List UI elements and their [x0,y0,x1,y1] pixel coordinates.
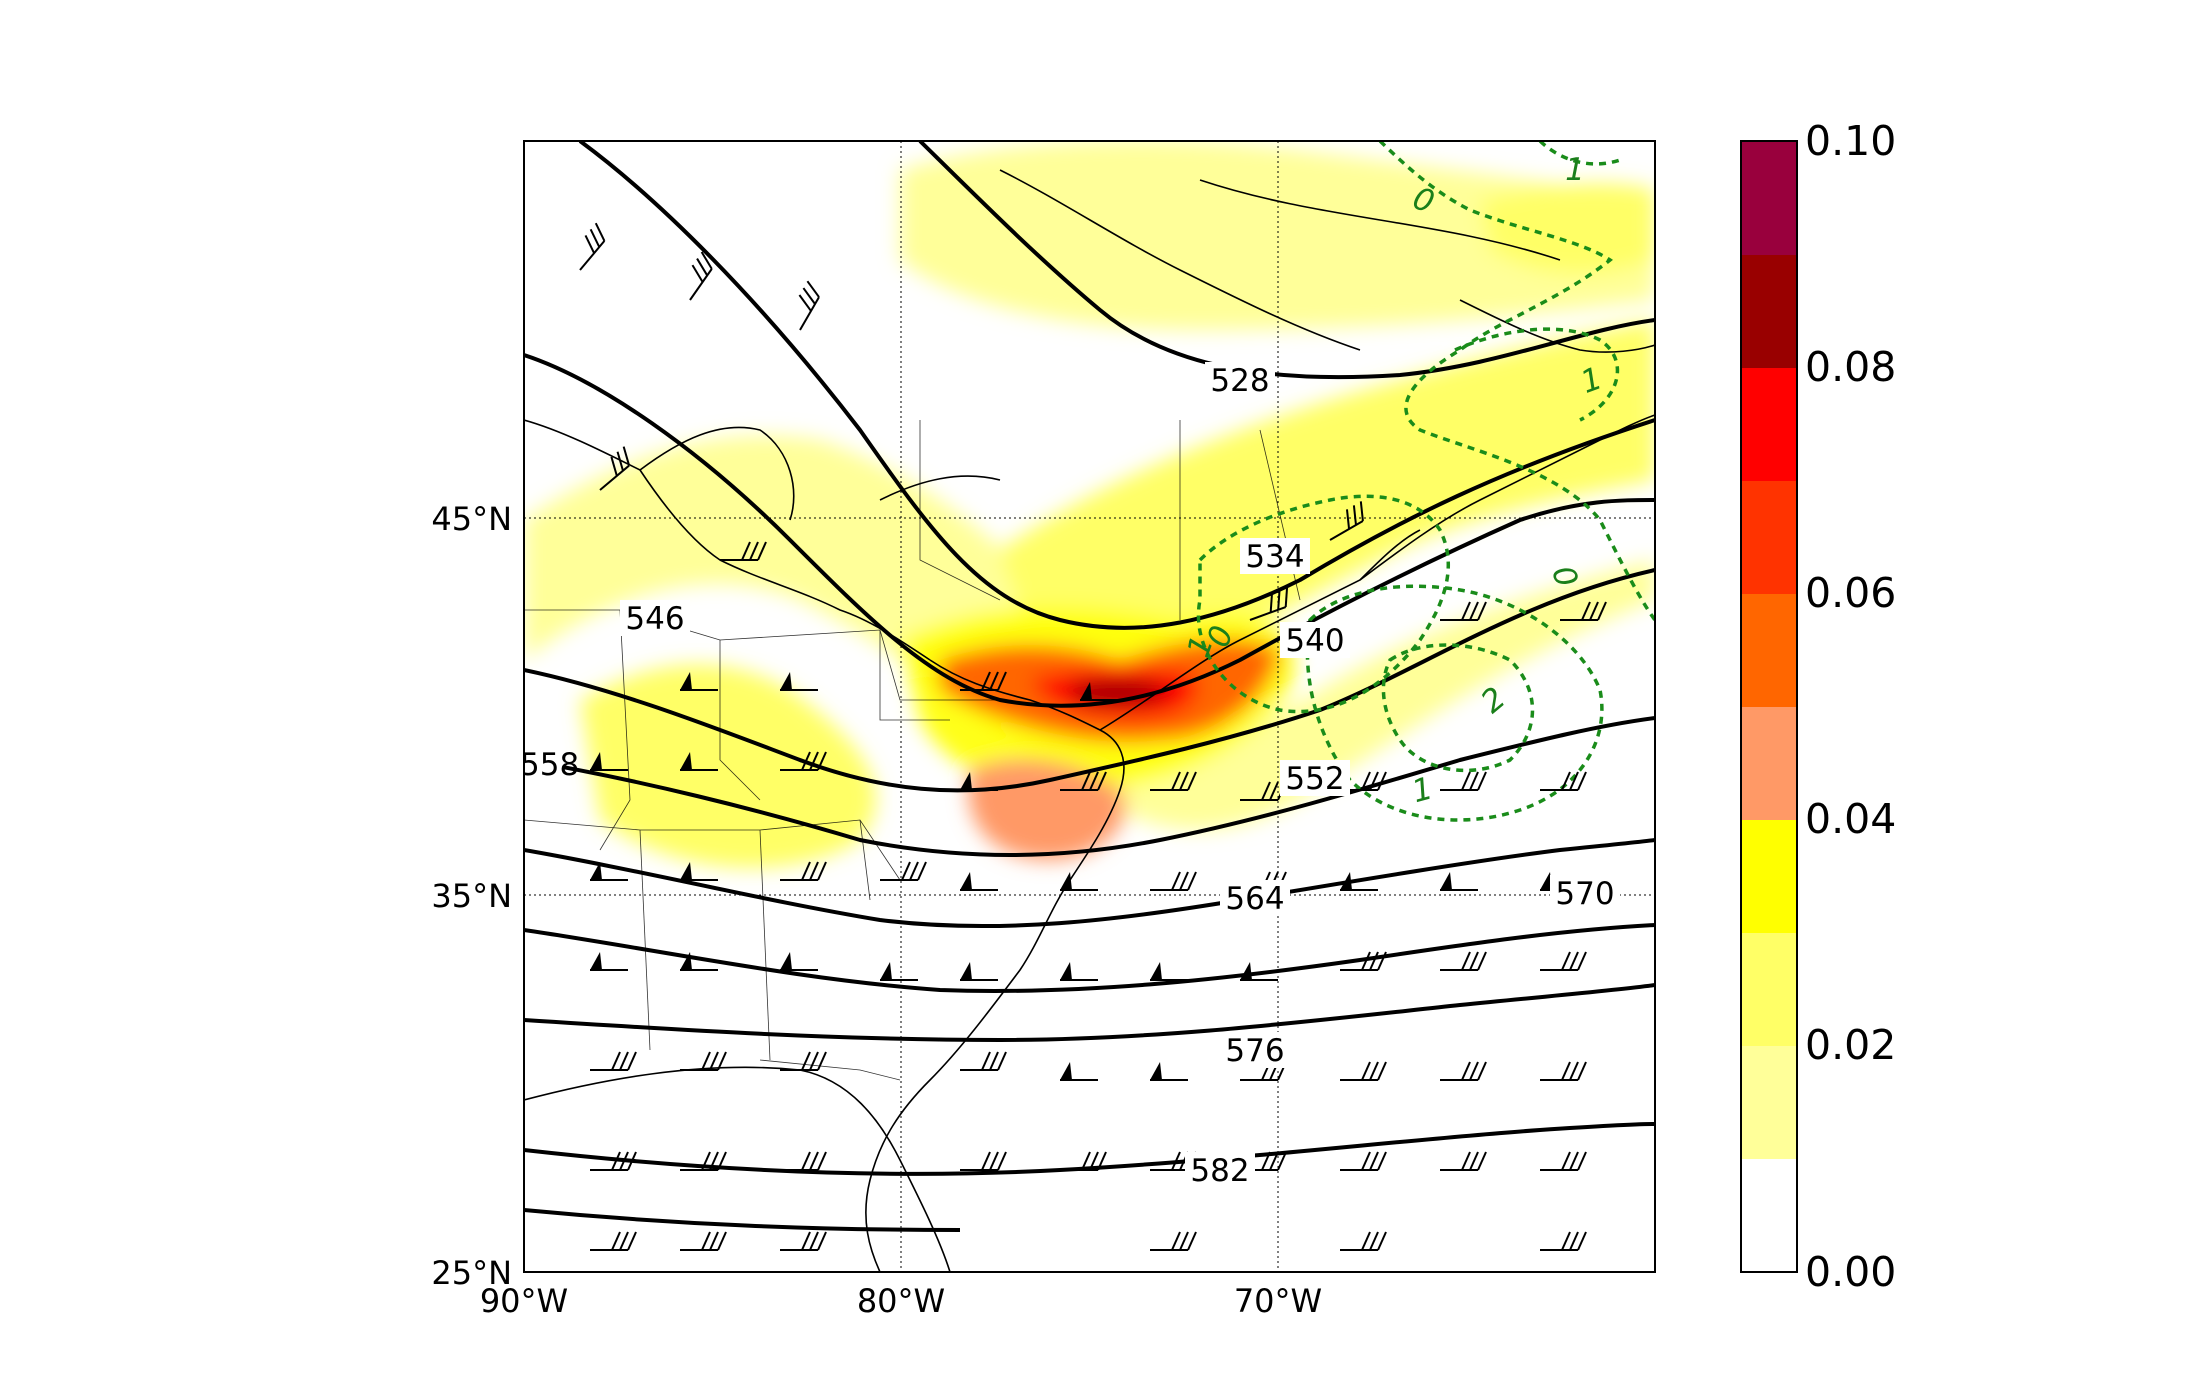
wind-barb-icon [1059,961,1099,981]
colorbar-segment [1741,594,1797,707]
wind-barb-icon [1149,1061,1189,1081]
contour-label: 1 [1408,770,1436,810]
wind-barb-icon [1059,1151,1107,1171]
contour-label: 2 [1474,680,1512,720]
wind-barb-icon [959,871,999,891]
wind-barb-icon [779,1051,827,1071]
wind-barb-icon [1439,1061,1487,1081]
colorbar-tick-label: 0.04 [1805,795,1896,843]
wind-barb-icon [1339,1061,1387,1081]
colorbar-tick-label: 0.00 [1805,1248,1896,1296]
colorbar-segment [1741,820,1797,933]
contour-label: 534 [1245,539,1304,575]
colorbar-segment [1741,141,1797,255]
wind-barb-icon [679,1231,727,1251]
wind-barb-icon [779,1151,827,1171]
lat-label: 25°N [431,1254,512,1292]
colorbar-segment [1741,707,1797,820]
wind-barb-icon [1439,951,1487,971]
contour-label: 540 [1285,623,1344,659]
contour-label: 552 [1285,761,1344,797]
wind-barb-icon [1149,961,1189,981]
wind-barb-icon [879,961,919,981]
contour-label: 558 [520,747,579,783]
contour-label: 528 [1210,363,1269,399]
coastlines [524,169,1655,1272]
contour-label: 564 [1225,881,1284,917]
lon-label: 80°W [857,1282,945,1320]
map-frame [523,140,1656,1273]
wind-barb-icon [959,961,999,981]
lon-label: 70°W [1234,1282,1322,1320]
wind-barb-icon [779,1231,827,1251]
wind-barb-icon [1539,951,1587,971]
colorbar-segment [1741,368,1797,481]
colorbar-segment [1741,933,1797,1046]
colorbar-tick-label: 0.10 [1805,117,1896,165]
wind-barb-icon [1149,871,1197,891]
wind-barb-icon [1339,1151,1387,1171]
wind-barb-icon [1539,1061,1587,1081]
wind-barb-icon [959,1151,1007,1171]
lat-lon-ticks: 90°W 80°W 70°W 45°N 35°N 25°N [431,500,1322,1320]
wind-barb-icon [879,861,927,881]
wind-barb-icon [1059,1061,1099,1081]
lat-label: 45°N [431,500,512,538]
contour-label: 570 [1555,876,1614,912]
contour-label: 582 [1190,1153,1249,1189]
wind-barb-icon [779,671,819,691]
colorbar-tick-label: 0.06 [1805,569,1896,617]
colorbar-tick-label: 0.02 [1805,1021,1896,1069]
wind-barb-icon [589,1051,637,1071]
wind-barb-icon [1439,771,1487,791]
colorbar-segment [1741,1159,1797,1272]
wind-barb-icon [959,1051,1007,1071]
colorbar-segment [1741,481,1797,594]
wind-barb-icon [1439,601,1487,621]
wind-barb-icon [779,951,819,971]
wind-barb-icon [1539,1231,1587,1251]
colorbar-segment [1741,255,1797,368]
lon-label: 90°W [480,1282,568,1320]
wind-barb-icon [589,951,629,971]
graticule [524,141,1655,1272]
colorbar-tick-label: 0.08 [1805,343,1896,391]
contour-label: 546 [625,601,684,637]
wind-barb-icon [1339,1231,1387,1251]
wind-barb-icon [1059,871,1099,891]
map-panel: 528 534 540 546 552 558 564 570 576 582 … [520,141,1655,1272]
colorbar: 0.10 0.08 0.06 0.04 0.02 0.00 [1740,117,1896,1296]
wind-barb-icon [589,1231,637,1251]
lat-label: 35°N [431,877,512,915]
wind-barb-icon [783,280,824,331]
wind-barb-icon [1539,771,1587,791]
wind-barb-icon [1539,1151,1587,1171]
wind-barb-icon [679,1051,727,1071]
contour-label: 1 [1565,152,1585,188]
colorbar-frame [1740,140,1798,1273]
contour-label: 576 [1225,1033,1284,1069]
wind-barb-icon [1439,1151,1487,1171]
height-contour-labels: 528 534 540 546 552 558 564 570 576 582 [520,362,1620,1189]
wind-barb-icon [1149,1231,1197,1251]
colorbar-segment [1741,1046,1797,1159]
precip-shading [524,141,1655,868]
wind-barb-icon [679,1151,727,1171]
dashed-contours [1196,141,1655,822]
wind-barb-icon [1439,871,1479,891]
height-contours [524,141,1655,1232]
wind-barb-icon [565,222,611,271]
